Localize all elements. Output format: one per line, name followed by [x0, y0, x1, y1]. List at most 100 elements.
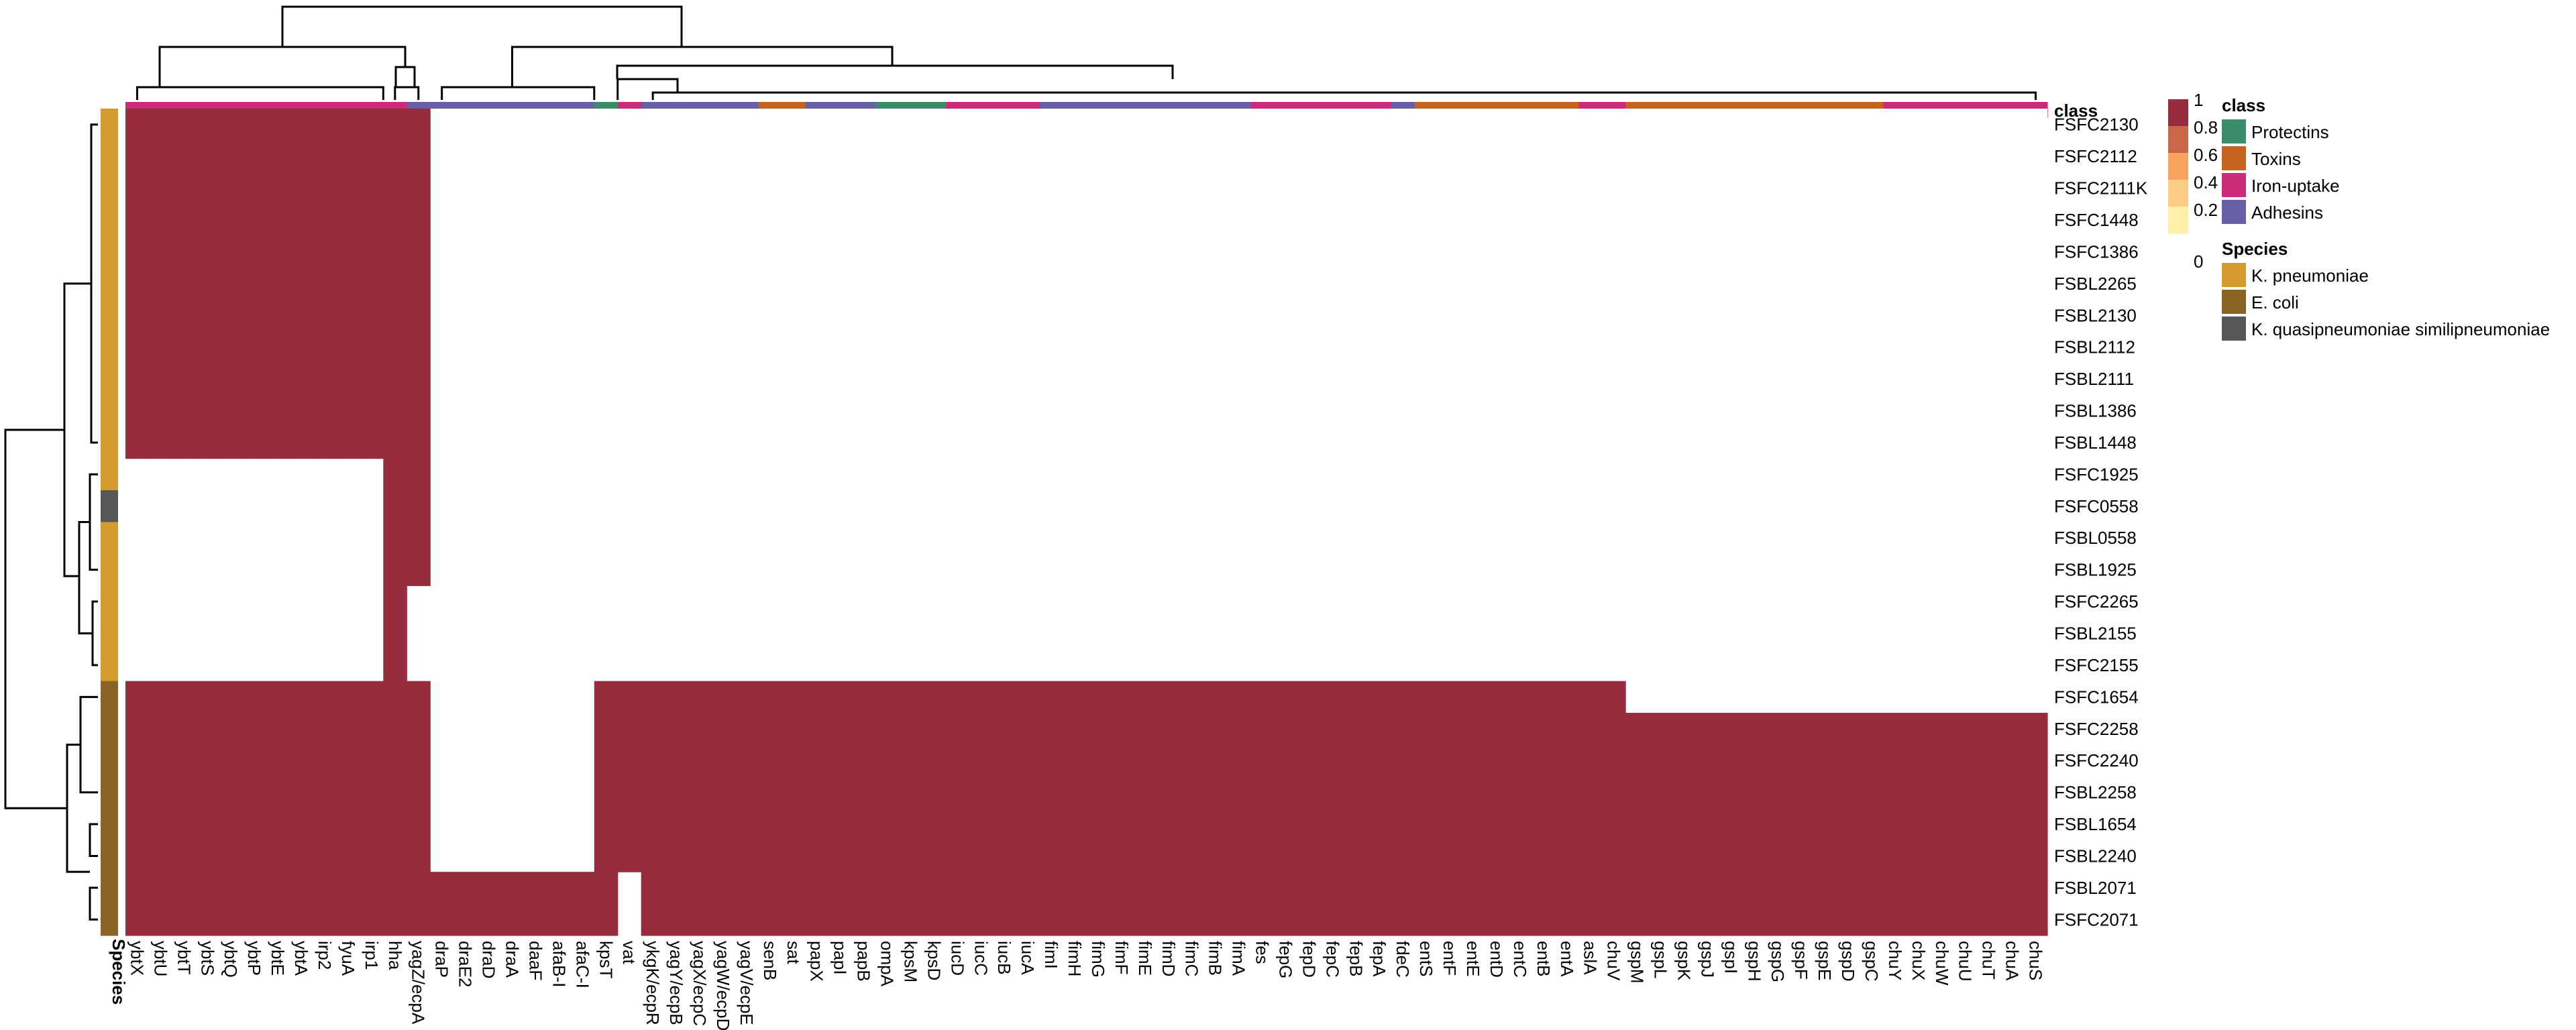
column-label-chut: chuT: [1979, 941, 1999, 980]
column-label-iucd: iucD: [947, 941, 967, 976]
heatmap-cell: [735, 776, 759, 809]
heatmap-cell: [1320, 840, 1345, 872]
heatmap-cell: [219, 331, 244, 363]
heatmap-cell: [148, 172, 173, 205]
heatmap-cell: [1883, 840, 1907, 872]
heatmap-cell: [1883, 903, 1907, 936]
heatmap-cell: [570, 903, 595, 936]
heatmap-cell: [289, 268, 314, 300]
heatmap-cell: [172, 681, 197, 713]
heatmap-cell: [1367, 713, 1392, 746]
heatmap-cell: [782, 840, 806, 872]
column-label-gspk: gspK: [1674, 941, 1694, 981]
dendrogram-branch: [511, 46, 894, 87]
heatmap-cell: [664, 744, 689, 777]
heatmap-cell: [1695, 713, 1720, 746]
heatmap-cell: [852, 808, 876, 841]
heatmap-cell: [1532, 872, 1556, 905]
heatmap-cell: [875, 744, 900, 777]
heatmap-cell: [242, 172, 267, 205]
heatmap-cell: [266, 426, 290, 459]
heatmap-cell: [1039, 808, 1064, 841]
heatmap-cell: [1250, 808, 1275, 841]
heatmap-cell: [1438, 872, 1462, 905]
scale-swatch: [2168, 126, 2188, 154]
heatmap-cell: [1391, 808, 1415, 841]
heatmap-cell: [922, 776, 947, 809]
heatmap-cell: [969, 808, 994, 841]
heatmap-cell: [219, 744, 244, 777]
heatmap-cell: [1250, 872, 1275, 905]
heatmap-cell: [289, 299, 314, 332]
heatmap-cell: [1742, 840, 1767, 872]
heatmap-cell: [1742, 808, 1767, 841]
heatmap-cell: [1953, 808, 1978, 841]
column-label-yagv-ecpe: yagV/ecpE: [737, 941, 757, 1025]
heatmap-cell: [922, 681, 947, 713]
heatmap-cell: [1907, 872, 1931, 905]
column-label-chuw: chuW: [1932, 941, 1952, 986]
column-label-irp2: irp2: [315, 941, 335, 970]
column-label-ente: entE: [1463, 941, 1483, 977]
heatmap-cell: [1508, 903, 1532, 936]
heatmap-cell: [617, 681, 642, 713]
species-cell-fsbl2240: [101, 840, 118, 872]
heatmap-cell: [1438, 808, 1462, 841]
heatmap-cell: [1180, 903, 1204, 936]
heatmap-cell: [1367, 840, 1392, 872]
column-label-gspg: gspG: [1768, 941, 1788, 982]
heatmap-cell: [1485, 776, 1509, 809]
dendrogram-branch: [66, 743, 90, 873]
heatmap-cell: [148, 204, 173, 237]
heatmap-cell: [266, 172, 290, 205]
heatmap-cell: [1461, 713, 1486, 746]
column-label-entd: entD: [1487, 941, 1507, 978]
column-label-gspm: gspM: [1627, 941, 1648, 984]
heatmap-cell: [945, 872, 970, 905]
scale-tick-label: 0: [2194, 251, 2203, 272]
heatmap-cell: [1250, 840, 1275, 872]
heatmap-cell: [1344, 903, 1368, 936]
heatmap-cell: [969, 903, 994, 936]
heatmap-cell: [1367, 872, 1392, 905]
heatmap-cell: [1836, 808, 1861, 841]
row-label-fsbl2111: FSBL2111: [2054, 369, 2134, 389]
heatmap-cell: [172, 140, 197, 173]
column-label-gspe: gspE: [1815, 941, 1835, 980]
heatmap-cell: [1367, 681, 1392, 713]
column-label-fimh: fimH: [1065, 941, 1085, 976]
heatmap-cell: [1602, 808, 1626, 841]
heatmap-cell: [289, 744, 314, 777]
heatmap-cell: [2000, 840, 2025, 872]
class-bar-label: class: [2054, 101, 2098, 121]
heatmap-cell: [805, 681, 829, 713]
heatmap-cell: [195, 268, 220, 300]
heatmap-cell: [1297, 744, 1322, 777]
heatmap-cell: [407, 776, 431, 809]
heatmap-cell: [242, 426, 267, 459]
column-label-ybta: ybtA: [291, 941, 311, 976]
heatmap-cell: [2024, 744, 2048, 777]
heatmap-cell: [1836, 713, 1861, 746]
heatmap-cell: [1907, 808, 1931, 841]
heatmap-cell: [125, 744, 150, 777]
heatmap-cell: [735, 872, 759, 905]
heatmap-cell: [430, 872, 454, 905]
heatmap-cell: [1742, 744, 1767, 777]
heatmap-cell: [922, 744, 947, 777]
heatmap-cell: [125, 331, 150, 363]
heatmap-cell: [782, 744, 806, 777]
heatmap-cell: [148, 394, 173, 427]
heatmap-cell: [1180, 776, 1204, 809]
heatmap-cell: [852, 713, 876, 746]
heatmap-cell: [1977, 840, 2001, 872]
heatmap-cell: [1766, 903, 1790, 936]
heatmap-cell: [1157, 840, 1181, 872]
heatmap-cell: [1719, 808, 1743, 841]
scale-swatch: [2168, 180, 2188, 207]
heatmap-cell: [2024, 903, 2048, 936]
heatmap-cell: [969, 840, 994, 872]
heatmap-cell: [148, 808, 173, 841]
heatmap-cell: [1086, 808, 1111, 841]
heatmap-cell: [172, 776, 197, 809]
